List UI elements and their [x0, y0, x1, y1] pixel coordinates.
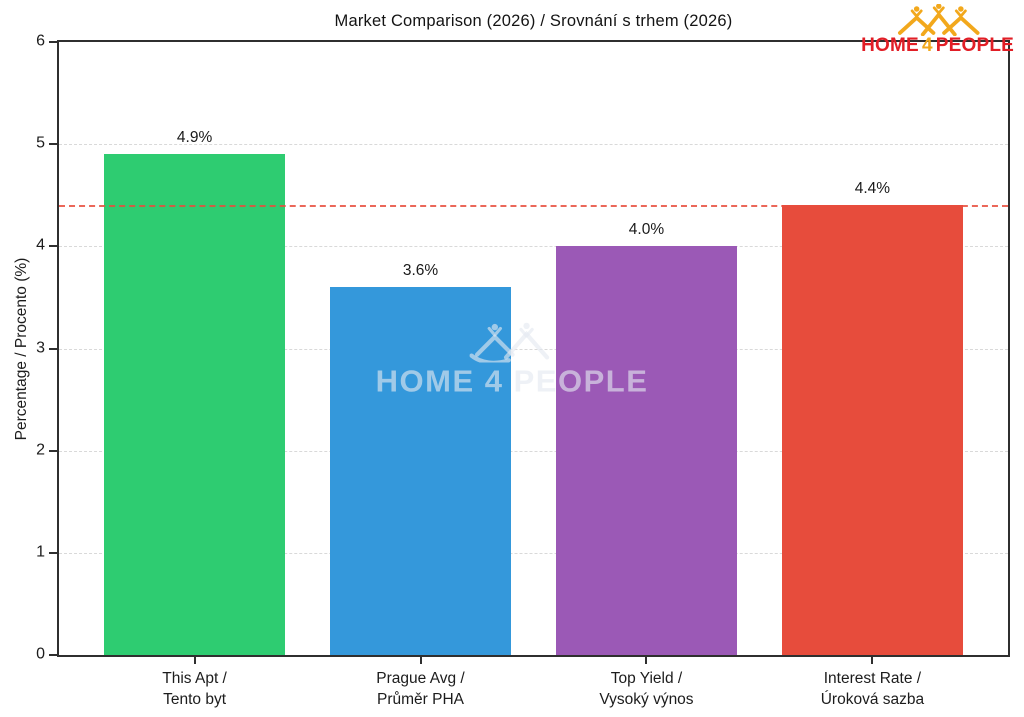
gridline-2 [59, 450, 1008, 452]
logo-text: HOME 4 PEOPLE [861, 35, 1014, 56]
x-tick-label-4: Interest Rate / Úroková sazba [820, 670, 925, 709]
bar-value-label-2: 3.6% [402, 262, 439, 280]
bar-2: 3.6% [330, 262, 511, 655]
chart-title: Market Comparison (2026) / Srovnání s tr… [334, 12, 733, 30]
bar-value-label-1: 4.9% [176, 129, 213, 147]
bar-value-label-3: 4.0% [628, 221, 665, 239]
y-tick-mark-1 [49, 551, 57, 554]
y-tick-label-5: 5 [36, 134, 45, 152]
y-tick-label-3: 3 [36, 339, 45, 357]
logo-houses-icon [897, 4, 980, 36]
x-tick-label-2: Prague Avg / Průměr PHA [376, 670, 465, 709]
y-tick-mark-3 [49, 347, 57, 350]
x-tick-mark-1 [193, 657, 196, 664]
bar-3: 4.0% [556, 221, 737, 655]
y-tick-label-2: 2 [36, 441, 45, 459]
x-tick-mark-3 [645, 657, 648, 664]
x-tick-mark-2 [419, 657, 422, 664]
gridline-5 [59, 144, 1008, 146]
y-tick-label-1: 1 [36, 543, 45, 561]
bar-fill-1 [104, 154, 285, 655]
y-axis-label: Percentage / Procento (%) [13, 257, 30, 441]
bar-value-label-4: 4.4% [854, 180, 891, 198]
bar-fill-2 [330, 287, 511, 655]
x-tick-label-1: This Apt / Tento byt [162, 670, 227, 709]
y-tick-label-4: 4 [36, 236, 45, 254]
y-tick-label-0: 0 [36, 645, 45, 663]
bar-4: 4.4% [782, 180, 963, 655]
bar-fill-4 [782, 205, 963, 655]
gridline-4 [59, 246, 1008, 248]
y-tick-mark-0 [49, 654, 57, 656]
gridline-1 [59, 552, 1008, 554]
y-tick-mark-2 [49, 449, 57, 452]
x-tick-mark-4 [871, 657, 874, 664]
reference-line [59, 205, 1008, 208]
brand-logo: HOME 4 PEOPLE [861, 4, 1014, 57]
bar-1: 4.9% [104, 129, 285, 655]
y-tick-mark-5 [49, 143, 57, 146]
x-tick-label-3: Top Yield / Vysoký výnos [599, 670, 694, 709]
y-tick-mark-4 [49, 245, 57, 248]
plot-area: 0 1 2 3 4 5 6 4.9% This Apt / Tento byt 3.6% Pragu… [36, 33, 1010, 708]
y-tick-mark-6 [49, 41, 57, 43]
bar-fill-3 [556, 246, 737, 655]
y-tick-label-6: 6 [36, 32, 45, 50]
